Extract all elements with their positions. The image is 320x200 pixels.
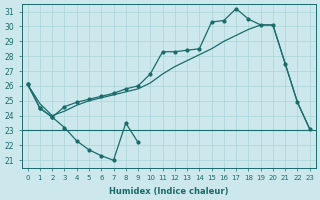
X-axis label: Humidex (Indice chaleur): Humidex (Indice chaleur) bbox=[109, 187, 228, 196]
